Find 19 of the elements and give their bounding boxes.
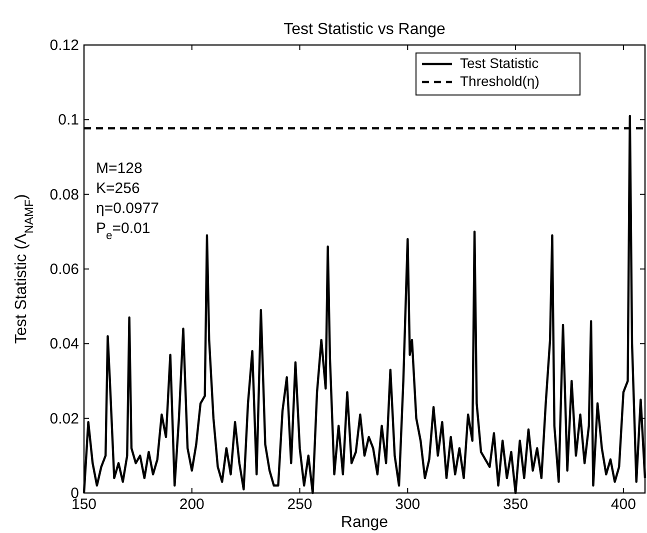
y-tick-label: 0.1 [58, 112, 79, 129]
chart-title: Test Statistic vs Range [284, 21, 446, 38]
y-tick-label: 0.08 [50, 186, 79, 204]
annotation: M=128 [96, 160, 142, 177]
x-tick-label: 300 [395, 496, 420, 513]
annotation: η=0.0977 [96, 200, 159, 217]
annotation: K=256 [96, 180, 140, 197]
y-tick-label: 0.04 [50, 336, 79, 353]
y-tick-label: 0.02 [50, 410, 79, 428]
x-tick-label: 400 [610, 496, 636, 513]
legend-label: Threshold(η) [460, 73, 540, 89]
x-tick-label: 200 [179, 496, 204, 513]
x-axis-title: Range [340, 514, 388, 531]
x-tick-label: 350 [503, 496, 528, 513]
legend-label: Test Statistic [460, 55, 539, 71]
y-tick-label: 0.06 [50, 261, 79, 278]
x-tick-label: 250 [287, 496, 312, 513]
y-tick-label: 0.12 [50, 37, 79, 54]
annotation: P$_{e}$=0.01 [96, 220, 150, 242]
